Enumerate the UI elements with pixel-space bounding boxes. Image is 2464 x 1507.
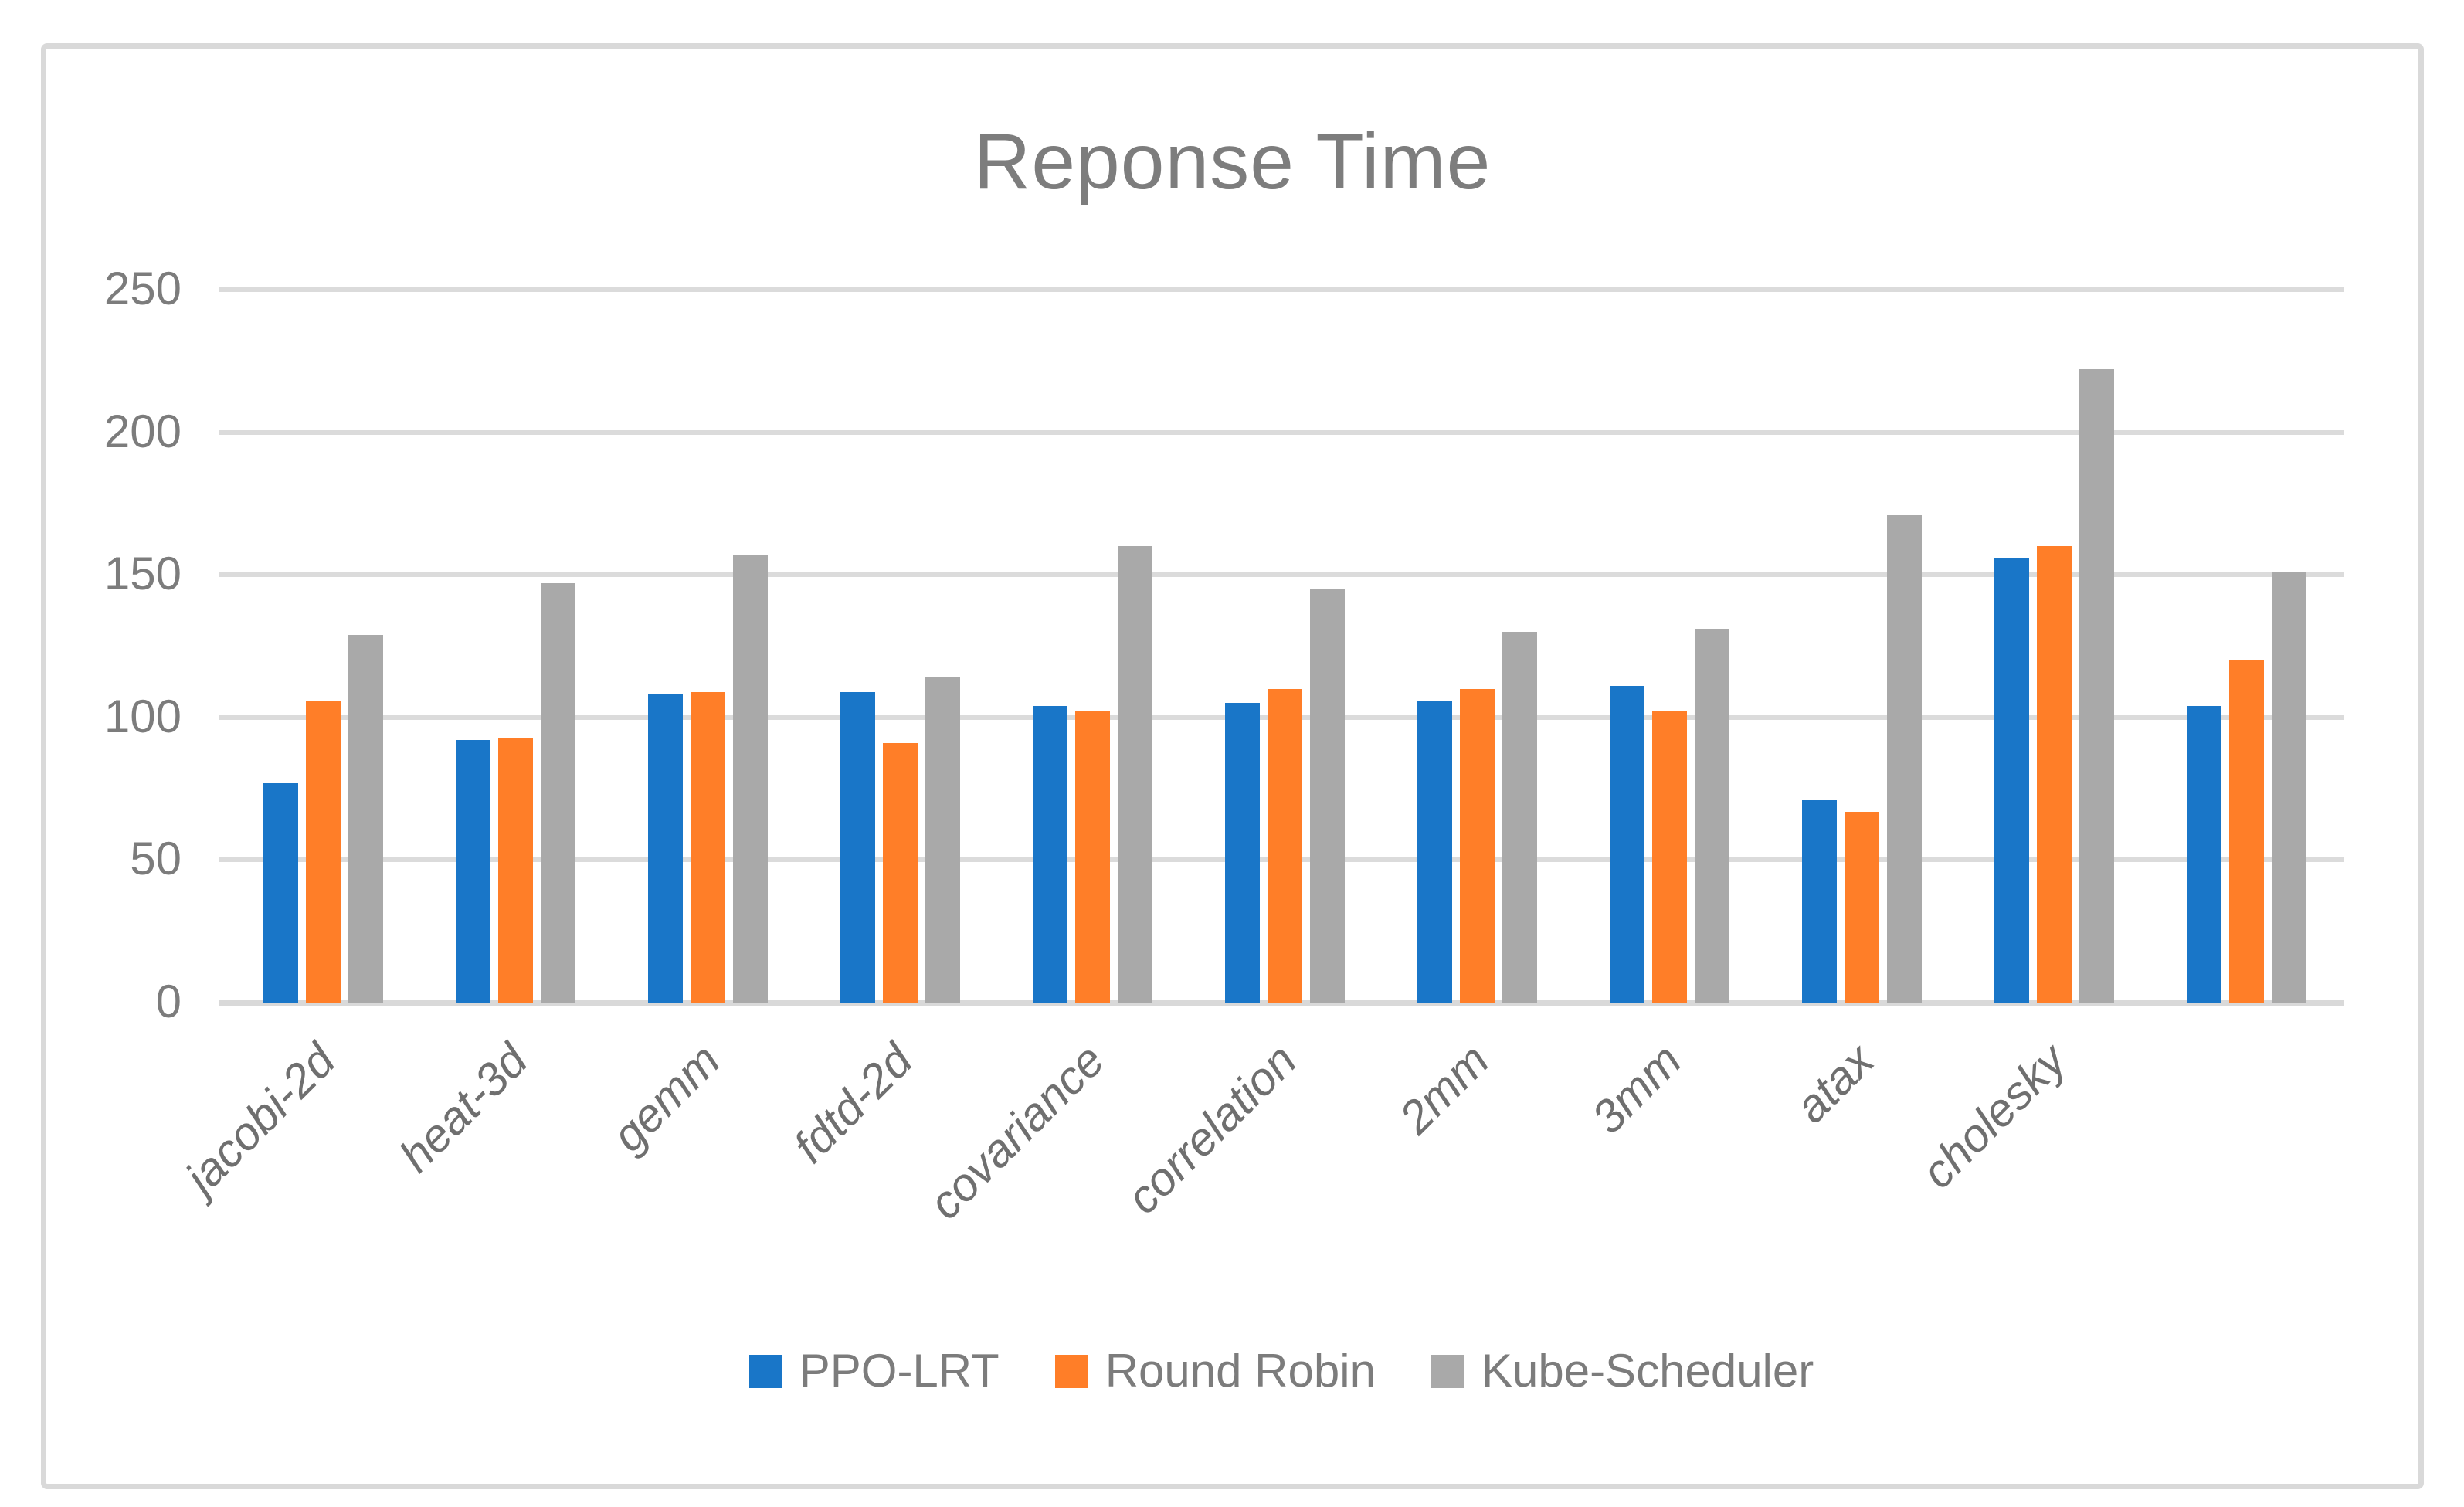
bar-group-covariance xyxy=(1033,290,1152,1003)
x-tick-label-covariance: covariance xyxy=(919,1034,1115,1230)
bar-kube-scheduler-2mm xyxy=(1502,632,1537,1003)
chart-title: Reponse Time xyxy=(973,117,1492,205)
bar-round-robin-gemm xyxy=(691,691,725,1003)
y-tick-label-250: 250 xyxy=(104,263,182,314)
bar-kube-scheduler-correlation xyxy=(1310,589,1345,1003)
bar-group-gemm xyxy=(648,290,768,1003)
x-tick-label-correlation: correlation xyxy=(1117,1034,1307,1224)
bar-round-robin-3mm xyxy=(1652,711,1687,1003)
legend-swatch-round-robin xyxy=(1054,1354,1088,1388)
bar-kube-scheduler-jacobi-2d xyxy=(348,634,383,1003)
y-tick-label-200: 200 xyxy=(104,405,182,457)
legend: PPO-LRT Round Robin Kube-Scheduler xyxy=(219,1348,2344,1394)
bar-group-cholesky xyxy=(1994,290,2114,1003)
x-tick-label-cholesky: cholesky xyxy=(1912,1034,2076,1199)
bar-round-robin-covariance xyxy=(1075,711,1110,1003)
x-tick-label-fdtd-2d: fdtd-2d xyxy=(783,1034,922,1173)
bar-ppo-lrt-jacobi-2d xyxy=(263,782,298,1003)
bar-ppo-lrt-fdtd-2d xyxy=(840,691,875,1003)
bar-kube-scheduler-blank xyxy=(2272,572,2306,1003)
bar-kube-scheduler-atax xyxy=(1887,514,1922,1003)
bar-round-robin-cholesky xyxy=(2037,546,2072,1003)
x-tick-label-3mm: 3mm xyxy=(1581,1034,1692,1144)
bar-group-2mm xyxy=(1417,290,1537,1003)
bar-kube-scheduler-3mm xyxy=(1695,629,1729,1003)
bar-ppo-lrt-correlation xyxy=(1225,703,1260,1003)
bar-round-robin-heat-3d xyxy=(498,737,533,1003)
plot-area xyxy=(219,287,2344,1006)
bar-group-correlation xyxy=(1225,290,1345,1003)
x-tick-label-2mm: 2mm xyxy=(1389,1034,1499,1144)
y-tick-label-100: 100 xyxy=(104,690,182,742)
legend-label-round-robin: Round Robin xyxy=(1105,1345,1376,1397)
x-tick-label-heat-3d: heat-3d xyxy=(389,1034,538,1182)
bar-round-robin-correlation xyxy=(1268,688,1302,1003)
bar-round-robin-jacobi-2d xyxy=(306,700,341,1003)
bar-kube-scheduler-heat-3d xyxy=(541,583,575,1003)
bar-round-robin-2mm xyxy=(1460,688,1495,1003)
bar-ppo-lrt-heat-3d xyxy=(456,740,490,1003)
legend-swatch-kube-scheduler xyxy=(1431,1354,1464,1388)
gridline-200 xyxy=(219,429,2344,435)
legend-item-ppo-lrt: PPO-LRT xyxy=(748,1345,1000,1397)
bar-group-heat-3d xyxy=(456,290,575,1003)
bar-kube-scheduler-gemm xyxy=(733,555,768,1003)
gridline-0 xyxy=(219,1000,2344,1006)
bar-kube-scheduler-fdtd-2d xyxy=(925,677,960,1003)
chart-frame: Reponse Time 0 50 100 150 200 250 jacobi-2d he… xyxy=(41,43,2424,1489)
x-tick-label-gemm: gemm xyxy=(602,1034,730,1162)
gridline-250 xyxy=(219,287,2344,292)
bar-group-jacobi-2d xyxy=(263,290,383,1003)
legend-label-kube-scheduler: Kube-Scheduler xyxy=(1481,1345,1814,1397)
bar-group-3mm xyxy=(1610,290,1729,1003)
legend-item-round-robin: Round Robin xyxy=(1054,1345,1376,1397)
bar-group-fdtd-2d xyxy=(840,290,960,1003)
bar-ppo-lrt-covariance xyxy=(1033,706,1067,1003)
bar-round-robin-fdtd-2d xyxy=(883,743,918,1003)
legend-label-ppo-lrt: PPO-LRT xyxy=(799,1345,1000,1397)
bar-kube-scheduler-covariance xyxy=(1118,546,1152,1003)
legend-swatch-ppo-lrt xyxy=(748,1354,782,1388)
y-tick-label-50: 50 xyxy=(130,833,182,885)
x-tick-label-jacobi-2d: jacobi-2d xyxy=(175,1034,345,1204)
y-tick-label-0: 0 xyxy=(155,976,182,1027)
legend-item-kube-scheduler: Kube-Scheduler xyxy=(1431,1348,1814,1394)
bar-kube-scheduler-cholesky xyxy=(2079,369,2114,1003)
bar-round-robin-atax xyxy=(1845,811,1879,1003)
bar-ppo-lrt-blank xyxy=(2187,706,2221,1003)
bar-ppo-lrt-cholesky xyxy=(1994,558,2029,1003)
x-tick-label-atax: atax xyxy=(1785,1034,1884,1133)
bar-group-atax xyxy=(1802,290,1922,1003)
bar-ppo-lrt-gemm xyxy=(648,694,683,1003)
bar-group-blank xyxy=(2187,290,2306,1003)
bar-ppo-lrt-3mm xyxy=(1610,686,1644,1003)
gridline-150 xyxy=(219,572,2344,578)
y-tick-label-150: 150 xyxy=(104,548,182,600)
bar-ppo-lrt-atax xyxy=(1802,799,1837,1003)
bar-ppo-lrt-2mm xyxy=(1417,700,1452,1003)
bar-round-robin-blank xyxy=(2229,660,2264,1003)
